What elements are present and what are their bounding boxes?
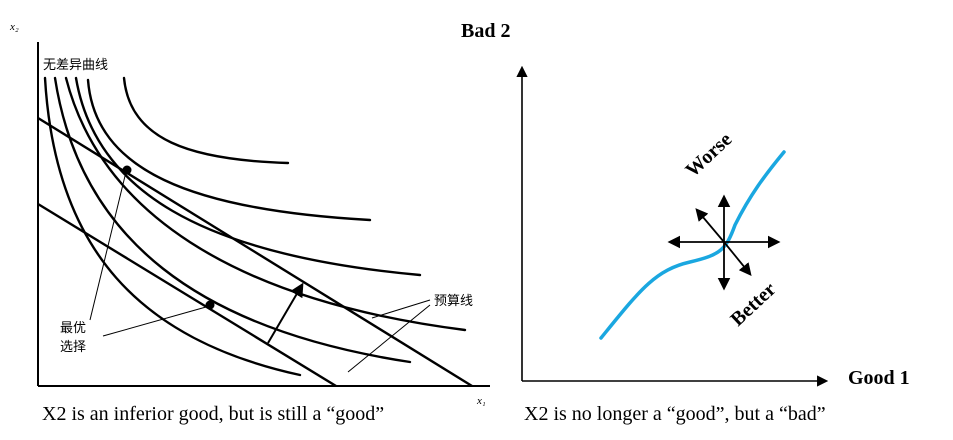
indifference-curve-5 xyxy=(86,78,372,222)
pointer-optimal-upper xyxy=(89,175,126,321)
axis-label-x2: x₂ xyxy=(9,21,19,33)
right-x-axis-label: Good 1 xyxy=(848,367,910,389)
optimal-point-upper xyxy=(122,165,132,175)
pointer-optimal-lower xyxy=(102,306,207,337)
indifference-curve-3 xyxy=(64,76,467,332)
budget-lines xyxy=(37,116,473,388)
left-panel: x₂ x₁ 无差异曲线 预算线 最优 选 xyxy=(9,21,490,425)
indifference-curve-label: 无差异曲线 xyxy=(43,58,108,73)
optimal-choice-label-line2: 选择 xyxy=(60,340,86,355)
right-caption: X2 is no longer a “good”, but a “bad” xyxy=(524,403,826,425)
indifference-curve-6 xyxy=(122,76,290,165)
budget-line-outer xyxy=(37,116,473,388)
right-panel: Bad 2 Good 1 Worse Better X2 is no longe… xyxy=(461,20,910,425)
optimal-point-lower xyxy=(205,300,215,310)
pointer-budget-outer xyxy=(371,299,431,319)
arrow-upper-left xyxy=(695,208,725,243)
label-pointers xyxy=(89,175,431,373)
indifference-curve-1 xyxy=(43,76,302,377)
right-y-axis-label: Bad 2 xyxy=(461,20,510,42)
budget-line-inner xyxy=(37,202,337,388)
arrow-lower-right xyxy=(723,241,752,276)
better-label: Better xyxy=(726,278,780,331)
left-caption: X2 is an inferior good, but is still a “… xyxy=(42,403,384,425)
budget-shift-arrow xyxy=(267,282,304,344)
pointer-budget-inner xyxy=(347,304,431,373)
optimal-choice-label-line1: 最优 xyxy=(60,321,86,336)
indifference-curves xyxy=(43,76,467,377)
preference-curve xyxy=(599,150,786,340)
direction-arrows xyxy=(667,194,781,291)
indifference-curve-4 xyxy=(74,76,422,277)
worse-label: Worse xyxy=(681,128,736,181)
indifference-curve-2 xyxy=(53,76,412,364)
axis-label-x1: x₁ xyxy=(476,395,486,407)
budget-line-label: 预算线 xyxy=(434,294,473,309)
